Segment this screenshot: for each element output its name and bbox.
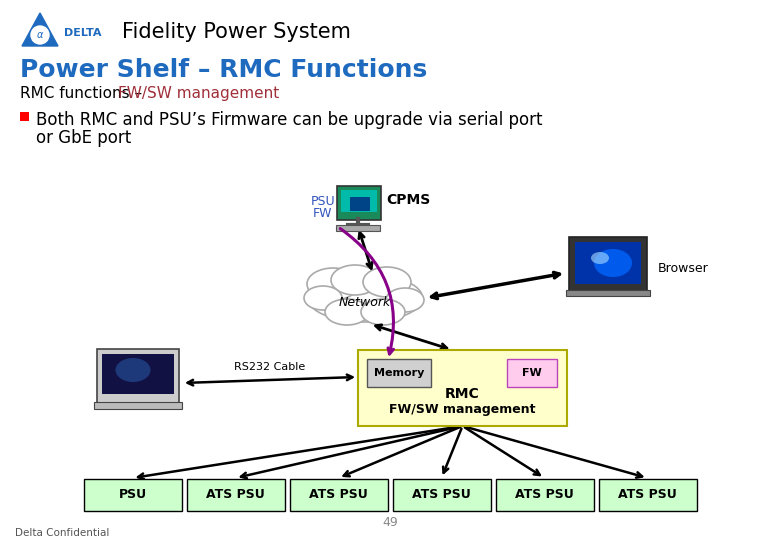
Text: Memory: Memory [374,368,424,378]
Text: α: α [37,30,43,40]
FancyBboxPatch shape [83,479,182,511]
Ellipse shape [594,249,632,277]
Text: ATS PSU: ATS PSU [412,489,471,502]
Text: PSU: PSU [310,195,335,208]
FancyBboxPatch shape [367,359,431,387]
Text: Fidelity Power System: Fidelity Power System [122,22,351,42]
FancyBboxPatch shape [569,237,647,291]
FancyBboxPatch shape [392,479,491,511]
FancyBboxPatch shape [341,190,377,212]
Text: ATS PSU: ATS PSU [618,489,677,502]
Ellipse shape [331,265,379,295]
FancyBboxPatch shape [598,479,697,511]
Ellipse shape [307,268,359,300]
Text: Browser: Browser [658,261,709,274]
Ellipse shape [363,267,411,297]
Ellipse shape [304,286,342,310]
FancyBboxPatch shape [358,350,567,426]
Circle shape [31,26,49,44]
Text: CPMS: CPMS [386,193,431,207]
FancyBboxPatch shape [575,242,641,284]
Text: FW/SW management: FW/SW management [118,86,279,101]
Bar [94,402,182,409]
FancyBboxPatch shape [507,359,557,387]
Bar [20,112,29,121]
FancyBboxPatch shape [289,479,388,511]
Ellipse shape [386,288,424,312]
Ellipse shape [361,299,405,325]
Text: FW: FW [522,368,542,378]
FancyBboxPatch shape [495,479,594,511]
Text: or GbE port: or GbE port [36,129,131,147]
Text: Network: Network [339,295,391,308]
Text: Both RMC and PSU’s Firmware can be upgrade via serial port: Both RMC and PSU’s Firmware can be upgra… [36,111,543,129]
Ellipse shape [325,299,369,325]
Text: ATS PSU: ATS PSU [515,489,574,502]
Text: 49: 49 [382,516,398,530]
Bar [566,290,650,296]
Ellipse shape [307,274,423,322]
Text: Delta Confidential: Delta Confidential [15,528,109,538]
Text: RS232 Cable: RS232 Cable [234,362,306,372]
Text: RMC: RMC [445,387,480,401]
Text: RMC functions –: RMC functions – [20,86,147,101]
FancyBboxPatch shape [337,186,381,220]
FancyBboxPatch shape [102,354,174,394]
FancyBboxPatch shape [350,197,370,211]
Text: PSU: PSU [119,489,147,502]
Text: FW: FW [314,207,333,220]
Text: DELTA: DELTA [64,28,101,38]
Bar [336,225,380,231]
Text: ATS PSU: ATS PSU [206,489,265,502]
Text: ATS PSU: ATS PSU [309,489,368,502]
Text: Power Shelf – RMC Functions: Power Shelf – RMC Functions [20,58,427,82]
Text: FW/SW management: FW/SW management [389,403,536,416]
Ellipse shape [115,358,151,382]
FancyBboxPatch shape [186,479,285,511]
Polygon shape [22,13,58,46]
Ellipse shape [591,252,609,264]
FancyBboxPatch shape [97,349,179,403]
